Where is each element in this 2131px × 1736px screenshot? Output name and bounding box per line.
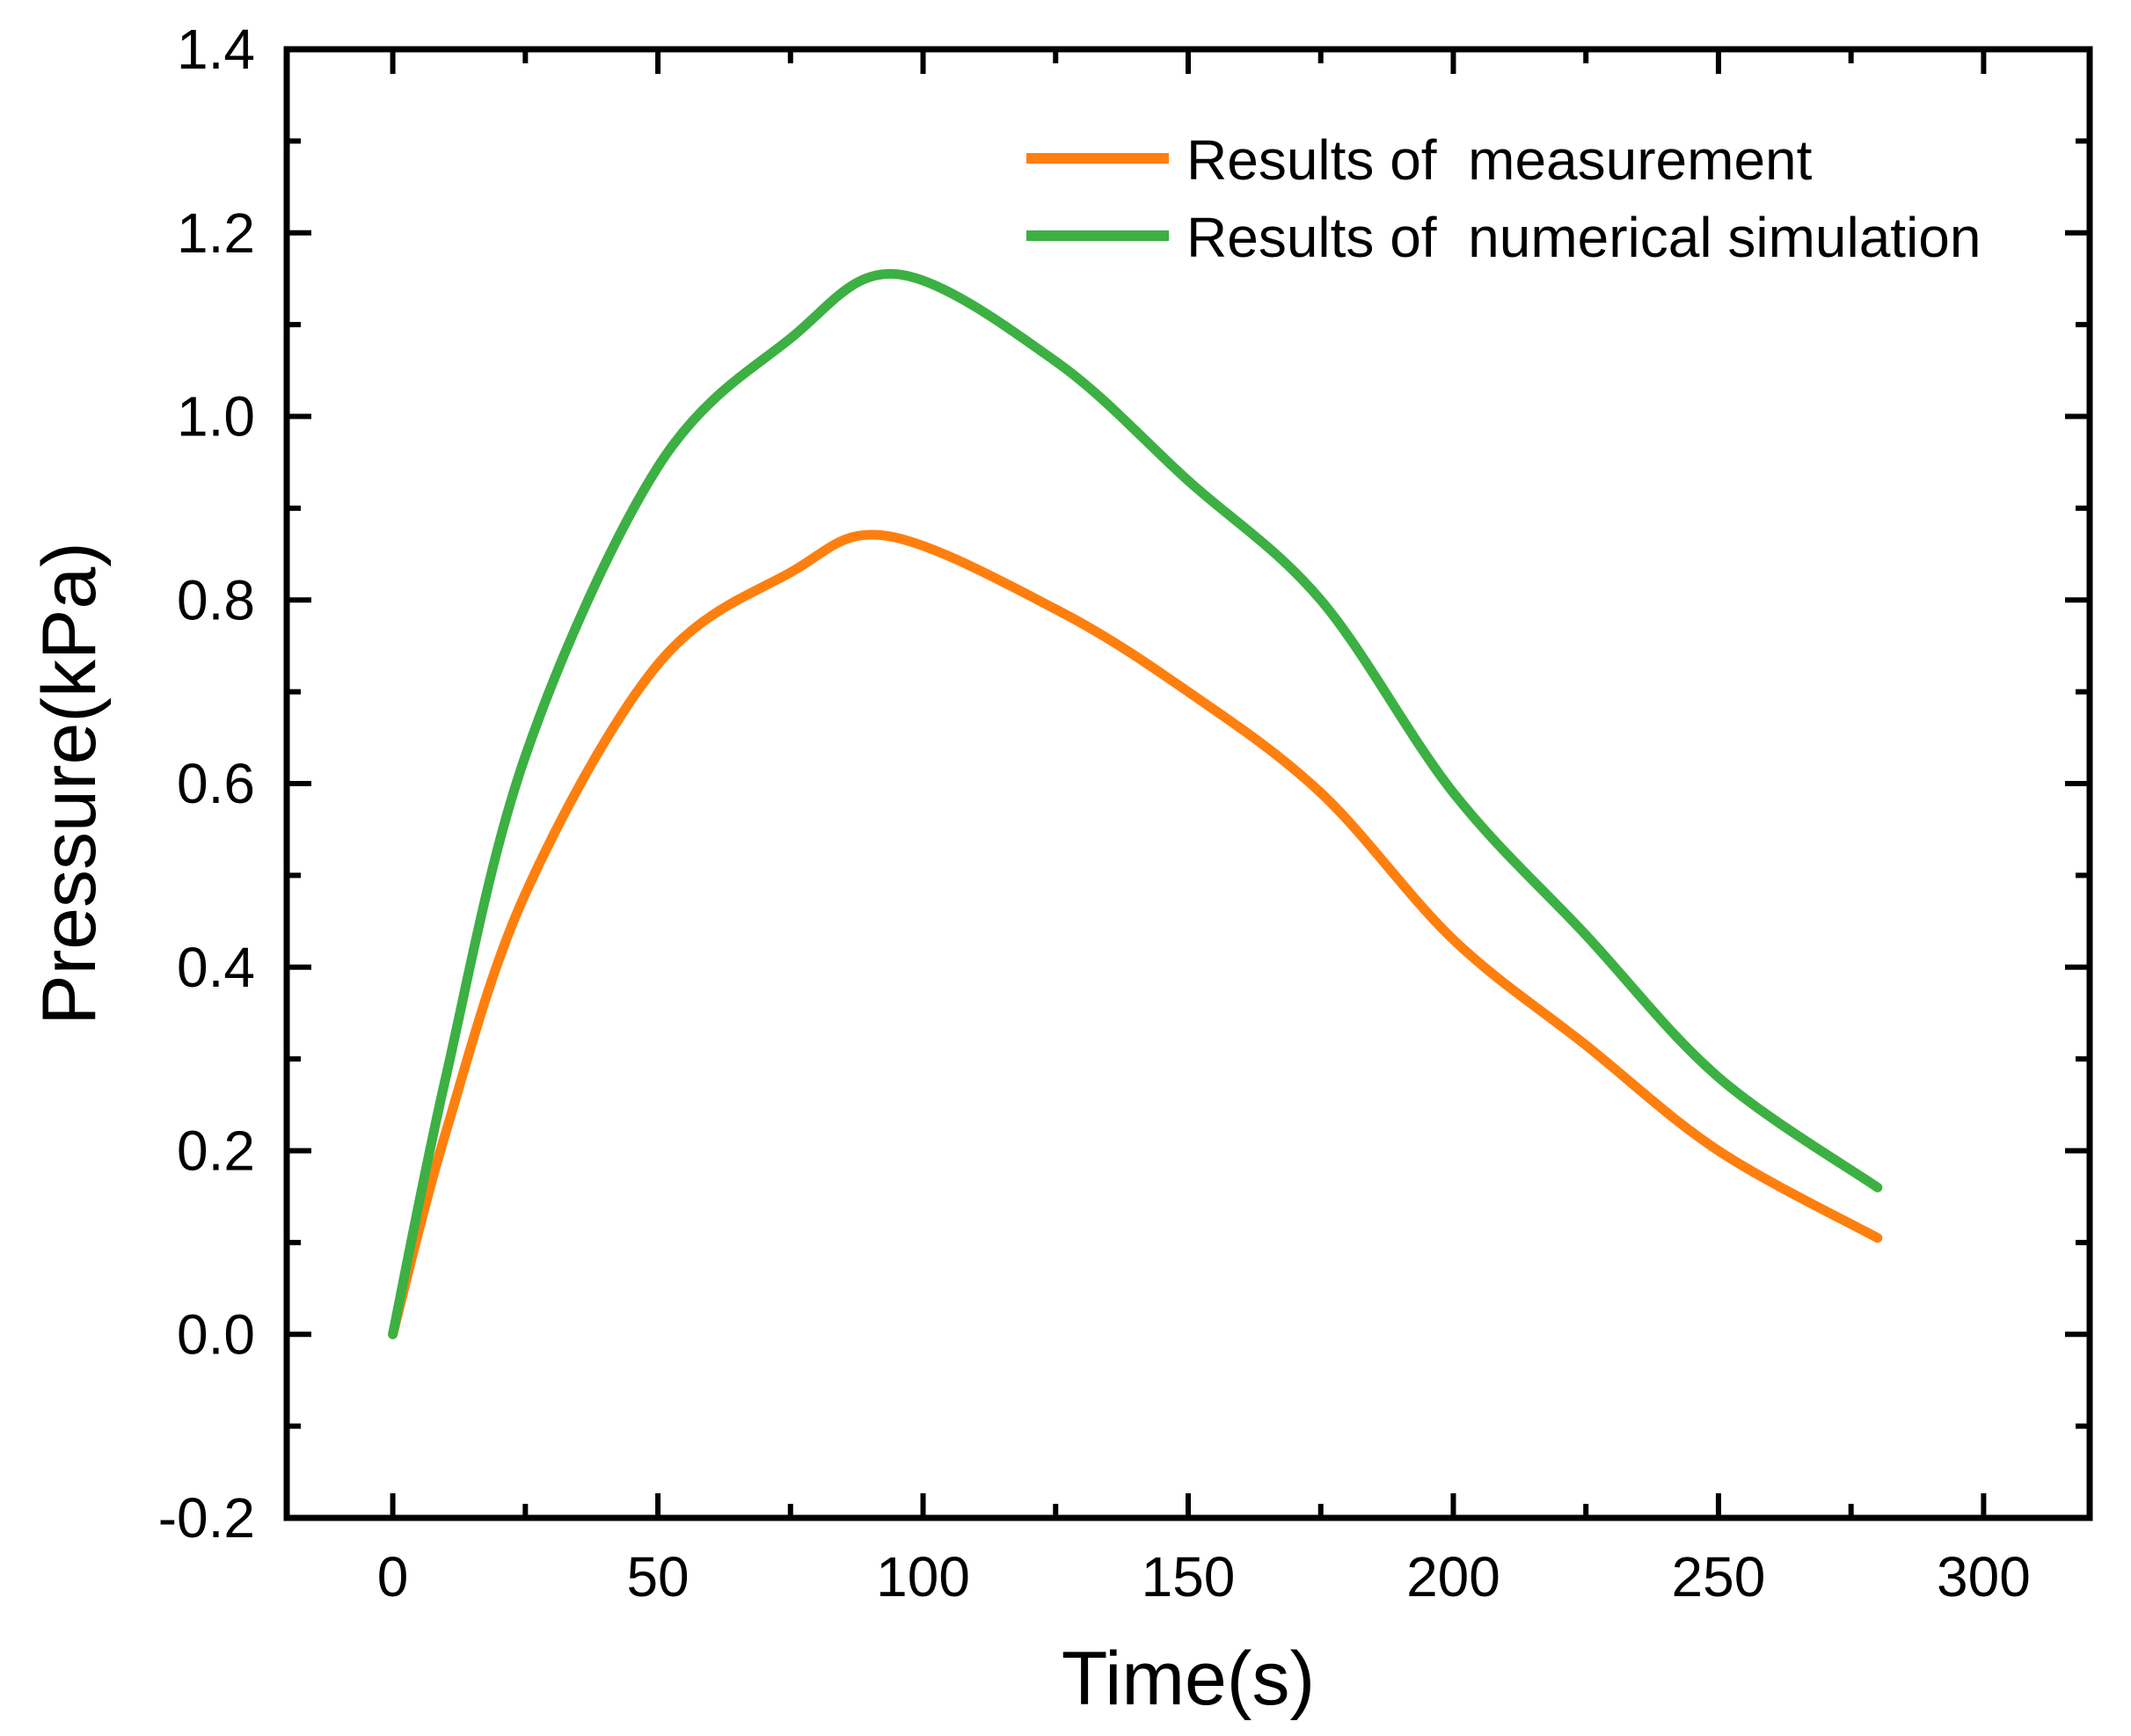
legend-label-simulation: Results of numerical simulation <box>1186 206 1981 269</box>
y-tick-label: 0.4 <box>177 936 255 999</box>
y-tick-label: 0.2 <box>177 1120 255 1183</box>
y-tick-label: 1.2 <box>177 201 255 265</box>
y-tick-label: 1.0 <box>177 385 255 449</box>
y-tick-label: -0.2 <box>158 1486 255 1550</box>
y-tick-label: 0.6 <box>177 752 255 815</box>
x-tick-labels: 0 50 100 150 200 250 300 <box>377 1545 2031 1608</box>
x-tick-label: 50 <box>626 1545 689 1608</box>
y-axis-title: Pressure(kPa) <box>27 542 112 1025</box>
y-tick-labels: -0.2 0.0 0.2 0.4 0.6 0.8 1.0 1.2 1.4 <box>158 18 255 1550</box>
legend-label-measurement: Results of measurement <box>1186 128 1813 192</box>
series-line-measurement <box>388 529 1883 1339</box>
series-lines <box>388 268 1883 1339</box>
x-tick-label: 0 <box>377 1545 409 1608</box>
axis-ticks <box>287 47 2090 1521</box>
x-tick-label: 150 <box>1142 1545 1236 1608</box>
series-line-simulation <box>388 268 1883 1339</box>
x-tick-label: 100 <box>876 1545 970 1608</box>
legend: Results of measurement Results of numeri… <box>1026 128 1981 269</box>
x-tick-label: 250 <box>1672 1545 1766 1608</box>
y-tick-label: 1.4 <box>177 18 255 81</box>
plot-frame <box>283 46 2093 1521</box>
y-tick-label: 0.0 <box>177 1302 255 1366</box>
x-axis-title: Time(s) <box>1062 1637 1315 1721</box>
x-tick-label: 300 <box>1937 1545 2031 1608</box>
x-tick-label: 200 <box>1406 1545 1500 1608</box>
y-tick-label: 0.8 <box>177 568 255 631</box>
